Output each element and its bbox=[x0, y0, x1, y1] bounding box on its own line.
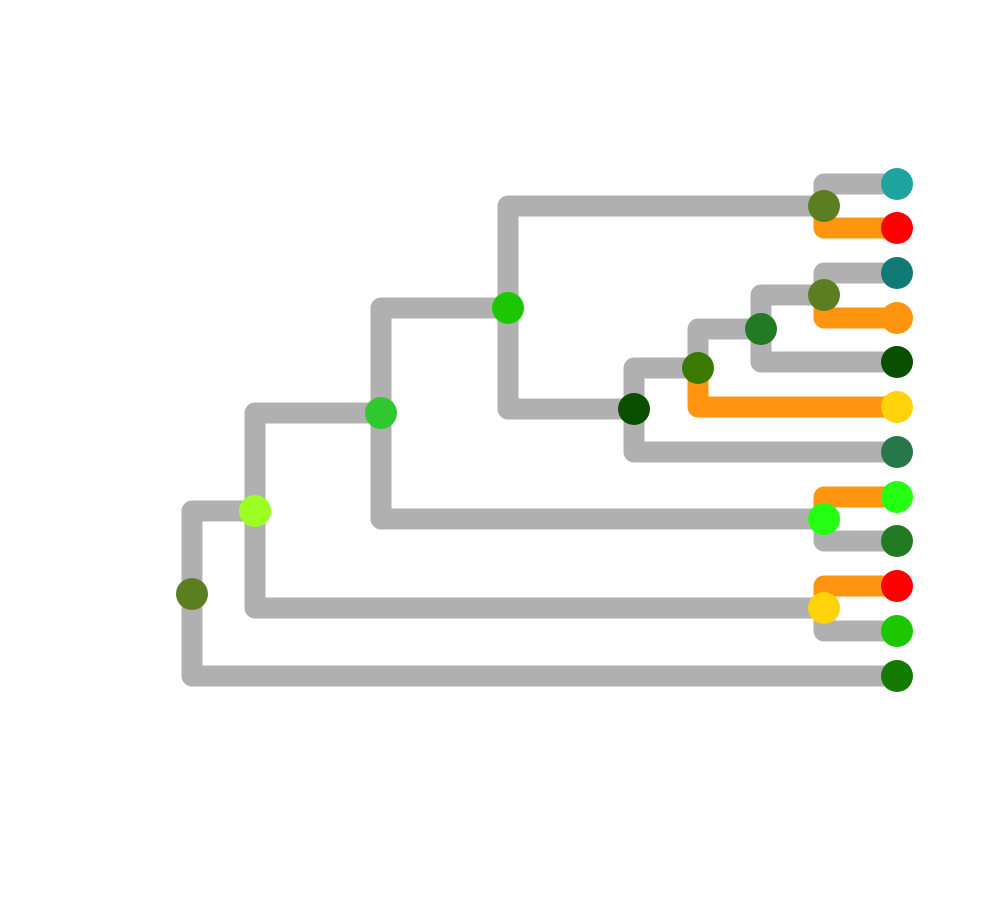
branch-node-a-node-j bbox=[244, 500, 835, 619]
node-layer bbox=[176, 168, 913, 692]
tip-node-8 bbox=[881, 481, 913, 513]
tip-node-1 bbox=[881, 168, 913, 200]
branch-node-b-node-c bbox=[370, 297, 519, 424]
branch-node-root-tip-12 bbox=[181, 583, 908, 687]
tip-node-7 bbox=[881, 436, 913, 468]
internal-node-j bbox=[808, 592, 840, 624]
internal-node-f bbox=[682, 352, 714, 384]
branch-node-b-node-i bbox=[370, 402, 835, 530]
tip-node-10 bbox=[881, 570, 913, 602]
internal-node-d bbox=[808, 190, 840, 222]
tip-node-9 bbox=[881, 525, 913, 557]
tip-node-6 bbox=[881, 391, 913, 423]
internal-node-a bbox=[239, 495, 271, 527]
internal-node-root bbox=[176, 578, 208, 610]
branch-node-a-node-b bbox=[244, 402, 392, 522]
branch-node-root-node-a bbox=[181, 500, 266, 605]
internal-node-h bbox=[808, 279, 840, 311]
internal-node-c bbox=[492, 292, 524, 324]
internal-node-g bbox=[745, 313, 777, 345]
tip-node-5 bbox=[881, 346, 913, 378]
branch-node-c-node-d bbox=[497, 195, 835, 319]
branch-layer bbox=[181, 173, 908, 687]
internal-node-e bbox=[618, 393, 650, 425]
tip-node-11 bbox=[881, 615, 913, 647]
branch-node-g-tip-5 bbox=[750, 318, 908, 373]
branch-node-c-node-e bbox=[497, 297, 645, 420]
tip-node-2 bbox=[881, 212, 913, 244]
branch-node-f-tip-6 bbox=[687, 357, 908, 418]
tip-node-12 bbox=[881, 660, 913, 692]
internal-node-b bbox=[365, 397, 397, 429]
internal-node-i bbox=[808, 503, 840, 535]
tip-node-4 bbox=[881, 302, 913, 334]
tip-node-3 bbox=[881, 257, 913, 289]
